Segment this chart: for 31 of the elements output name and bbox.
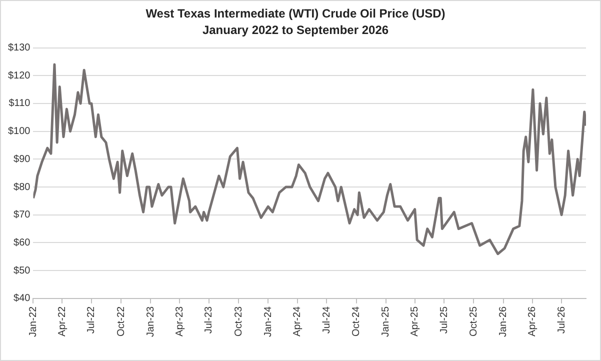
x-tick-label: Jan-22 xyxy=(28,306,39,337)
y-tick-label: $120 xyxy=(8,70,31,82)
x-tick-label: Oct-23 xyxy=(233,306,244,336)
x-tick-label: Jul-24 xyxy=(321,306,332,334)
x-tick-label: Apr-26 xyxy=(527,306,538,336)
x-tick-label: Jul-22 xyxy=(86,306,98,334)
x-tick-label: Jul-26 xyxy=(556,306,568,334)
x-tick-label: Jan-25 xyxy=(380,306,392,337)
x-tick-label: Apr-23 xyxy=(174,306,186,336)
y-tick-label: $70 xyxy=(14,210,31,221)
x-tick-label: Apr-25 xyxy=(410,306,421,336)
x-tick-label: Jul-25 xyxy=(438,306,450,334)
x-tick-label: Oct-22 xyxy=(116,306,127,336)
y-tick-label: $40 xyxy=(14,293,31,304)
chart-subtitle: January 2022 to September 2026 xyxy=(202,22,389,37)
x-tick-label: Oct-24 xyxy=(351,306,362,336)
y-tick-label: $110 xyxy=(8,98,31,110)
x-tick-label: Jan-26 xyxy=(498,306,510,337)
x-tick-label: Jan-24 xyxy=(262,306,274,337)
y-tick-label: $80 xyxy=(14,182,31,193)
y-tick-label: $60 xyxy=(14,237,31,248)
x-tick-label: Oct-25 xyxy=(468,306,480,336)
x-tick-label: Jul-23 xyxy=(204,306,215,334)
y-tick-label: $100 xyxy=(8,126,31,138)
y-tick-label: $130 xyxy=(8,42,31,54)
chart-title: West Texas Intermediate (WTI) Crude Oil Price (USD) xyxy=(146,6,446,21)
y-tick-label: $50 xyxy=(14,265,31,276)
x-tick-label: Jan-23 xyxy=(145,306,156,337)
y-tick-label: $90 xyxy=(14,154,31,165)
x-tick-label: Apr-24 xyxy=(292,306,304,336)
x-tick-label: Apr-22 xyxy=(56,306,68,336)
